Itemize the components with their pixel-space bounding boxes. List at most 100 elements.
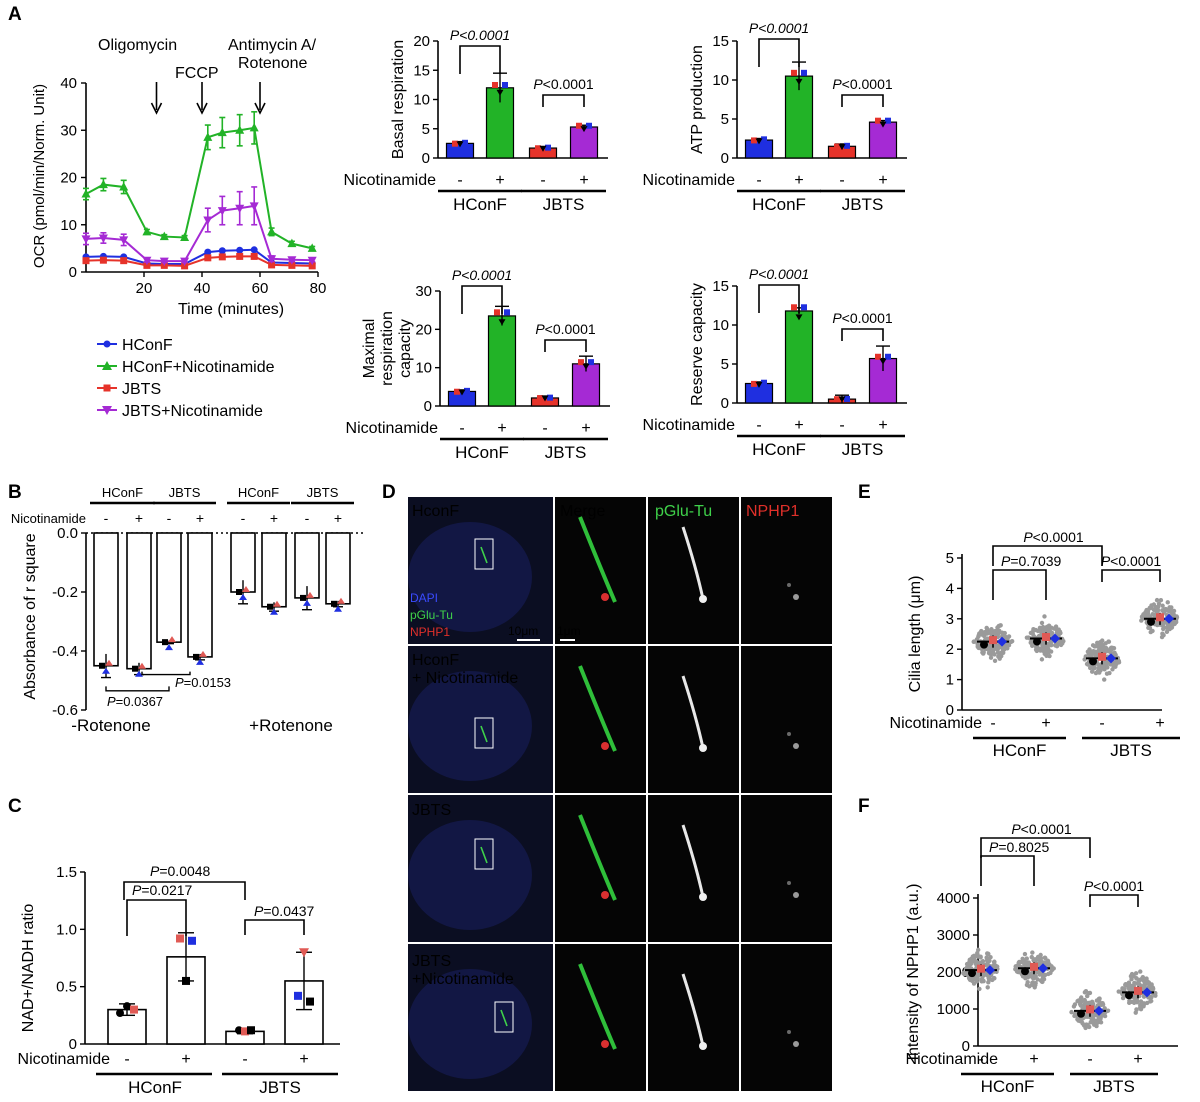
dot-measurement bbox=[976, 633, 981, 638]
atp-production-chart: 0 5 10 15 ATP production P<0.0001 P<0.0001 Nico… bbox=[643, 20, 907, 214]
dot-treatment-sign: + bbox=[1155, 715, 1164, 732]
dot-measurement bbox=[1144, 980, 1150, 985]
c-group-label-jbts: JBTS bbox=[259, 1078, 301, 1097]
cilium-base bbox=[699, 744, 707, 752]
c-comparison-bracket bbox=[244, 919, 305, 935]
dot-measurement bbox=[1111, 662, 1117, 668]
panel-label-d: D bbox=[382, 482, 396, 503]
mic-row-hconf-nic-2: + Nicotinamide bbox=[412, 670, 518, 687]
b-replicate bbox=[306, 591, 314, 598]
b-replicate bbox=[236, 589, 242, 595]
treatment-sign: + bbox=[581, 420, 590, 437]
b-group-header: JBTS bbox=[307, 485, 339, 500]
comparison-label: P<0.0001 bbox=[533, 76, 594, 92]
ocr-point bbox=[307, 256, 317, 266]
nad-nadh-chart: 0 0.5 1.0 1.5 NAD+/NADH ratio P=0.0217 P=0.004… bbox=[18, 863, 340, 1097]
dot-replicate-mean bbox=[1106, 653, 1116, 664]
dot-measurement bbox=[1167, 626, 1172, 632]
dot-measurement bbox=[1019, 959, 1024, 965]
dot-measurement bbox=[1154, 597, 1160, 603]
nphp1-grey-spot bbox=[793, 594, 799, 600]
dot-measurement bbox=[1008, 639, 1014, 645]
injection-arrow-head bbox=[150, 102, 163, 115]
b-replicate bbox=[99, 662, 105, 669]
dot-replicate-mean bbox=[1021, 967, 1029, 976]
b-treatment-sign: + bbox=[135, 510, 143, 526]
dot-measurement bbox=[1172, 621, 1177, 627]
dot-measurement bbox=[1027, 974, 1033, 979]
dot-nicotinamide-label: Nicotinamide bbox=[906, 1051, 999, 1068]
comparison-label: P<0.0001 bbox=[749, 266, 809, 282]
dot-measurement bbox=[1097, 1014, 1103, 1020]
inset-box bbox=[474, 717, 494, 749]
replicate-point bbox=[761, 379, 767, 386]
replicate-point bbox=[795, 78, 803, 85]
nucleus-stain bbox=[408, 522, 532, 632]
dot-measurement bbox=[1022, 951, 1028, 957]
b-replicate bbox=[331, 600, 337, 607]
dot-measurement bbox=[1031, 627, 1036, 632]
b-comparison-bracket bbox=[141, 671, 191, 676]
nucleus-stain bbox=[408, 820, 532, 930]
dot-treatment-sign: - bbox=[978, 1051, 983, 1068]
mic-col-nphp1: NPHP1 bbox=[746, 503, 799, 520]
cilium-merge bbox=[578, 814, 617, 901]
replicate-point bbox=[454, 388, 460, 395]
dot-measurement bbox=[995, 643, 1000, 649]
replicate-point bbox=[751, 137, 757, 144]
dot-measurement bbox=[1040, 648, 1046, 654]
ocr-point bbox=[235, 125, 245, 134]
treatment-sign: + bbox=[794, 172, 803, 189]
mic-col-merge: Merge bbox=[560, 503, 605, 520]
dot-measurement bbox=[981, 650, 986, 655]
scale-label-1um: 1μm bbox=[557, 624, 581, 638]
ocr-point bbox=[236, 252, 244, 260]
dot-measurement bbox=[985, 985, 990, 990]
replicate-point bbox=[751, 380, 757, 387]
bar-y-tick-label: 0 bbox=[721, 395, 729, 412]
ocr-legend: HConF HConF+Nicotinamide JBTS JBTS+Nicot… bbox=[97, 337, 275, 420]
dot-measurement bbox=[975, 976, 980, 981]
ocr-point bbox=[81, 189, 91, 198]
dot-measurement bbox=[1134, 1007, 1139, 1012]
dot-measurement bbox=[963, 971, 968, 977]
dot-measurement bbox=[984, 631, 990, 636]
nphp1-intensity-chart: 0 1000 2000 3000 4000 Intensity of NPHP1 (a.u… bbox=[905, 821, 1178, 1096]
replicate-point bbox=[539, 145, 547, 152]
b-bar bbox=[93, 532, 119, 667]
b-treatment-sign: - bbox=[305, 510, 310, 526]
dot-measurement bbox=[1024, 956, 1029, 961]
b-treatment-sign: + bbox=[270, 510, 278, 526]
cilium-base bbox=[699, 893, 707, 901]
dot-measurement bbox=[1149, 603, 1154, 608]
dot-measurement bbox=[1041, 641, 1046, 646]
dot-measurement bbox=[985, 951, 990, 956]
c-y-tick-label: 1.0 bbox=[56, 921, 77, 938]
dot-treatment-sign: - bbox=[1099, 715, 1104, 732]
dot-measurement bbox=[984, 625, 989, 631]
cilium-small bbox=[480, 725, 488, 743]
dot-measurement bbox=[1148, 629, 1153, 635]
b-nicotinamide-label: Nicotinamide bbox=[11, 511, 86, 526]
comparison-label: P<0.0001 bbox=[535, 321, 596, 337]
dot-replicate-mean bbox=[977, 964, 985, 973]
dot-replicate-mean bbox=[1164, 613, 1174, 624]
ocr-point bbox=[119, 236, 129, 245]
dot-measurement bbox=[1160, 603, 1165, 608]
dot-y-tick-label: 2 bbox=[946, 641, 954, 658]
c-comparison-bracket bbox=[126, 899, 187, 936]
dot-replicate-mean bbox=[1134, 986, 1142, 995]
c-treatment-sign: + bbox=[299, 1051, 308, 1068]
c-comparison-bracket bbox=[123, 881, 246, 900]
dot-replicate-mean bbox=[1089, 657, 1097, 666]
dot-measurement bbox=[1090, 643, 1096, 648]
dot-comparison-label: P=0.7039 bbox=[1001, 553, 1062, 569]
dot-measurement bbox=[1042, 626, 1048, 631]
cilium-merge bbox=[578, 963, 617, 1050]
inset-box bbox=[494, 1001, 514, 1033]
cilium-base bbox=[699, 1042, 707, 1050]
treatment-sign: + bbox=[495, 172, 504, 189]
dot-y-tick-label: 2000 bbox=[937, 964, 970, 981]
bar-y-tick-label: 10 bbox=[413, 92, 430, 109]
panel-label-f: F bbox=[858, 796, 870, 817]
